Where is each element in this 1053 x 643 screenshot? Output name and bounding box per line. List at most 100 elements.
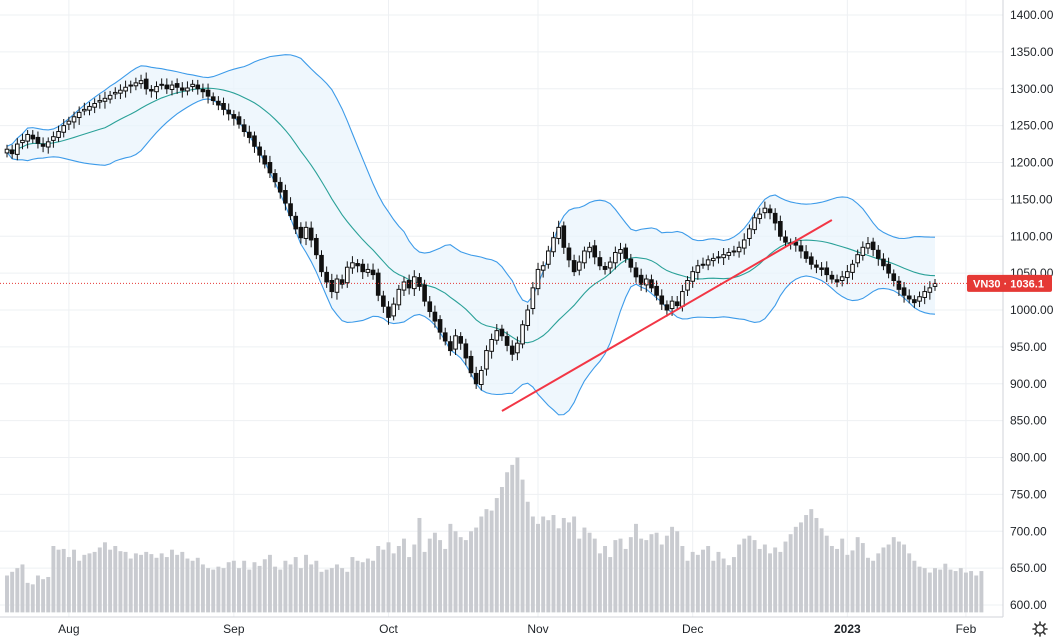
candle-down xyxy=(272,173,278,183)
candle-down xyxy=(906,295,912,300)
trendline[interactable] xyxy=(501,219,833,412)
candle-down xyxy=(35,136,41,144)
candle-up xyxy=(169,84,175,90)
volume-bar xyxy=(206,568,211,613)
volume-bar xyxy=(891,537,896,613)
volume-bar xyxy=(25,582,30,613)
candle-down xyxy=(375,272,381,296)
x-tick-label: Dec xyxy=(682,622,703,636)
volume-bar xyxy=(221,568,226,613)
candle-down xyxy=(164,84,170,90)
volume-bar xyxy=(773,547,778,613)
candle-up xyxy=(618,249,623,254)
candle-up xyxy=(133,82,139,87)
volume-bar xyxy=(933,568,937,613)
candle-down xyxy=(252,135,257,147)
candle-down xyxy=(262,155,268,165)
volume-bar xyxy=(659,544,664,613)
volume-bar xyxy=(46,576,51,613)
candle-up xyxy=(736,246,742,253)
candle-down xyxy=(226,109,232,115)
candle-up xyxy=(118,89,123,94)
x-tick-label: Nov xyxy=(527,622,548,636)
volume-bar xyxy=(489,510,494,613)
candle-down xyxy=(808,256,814,265)
time-axis[interactable]: AugSepOctNovDec2023FebMar xyxy=(58,622,1053,636)
volume-bar xyxy=(15,568,20,613)
volume-bar xyxy=(407,557,412,613)
volume-bar xyxy=(536,523,540,613)
volume-bar xyxy=(190,560,195,613)
volume-bar xyxy=(716,551,721,613)
volume-bar xyxy=(118,551,123,613)
y-tick-label: 1300.00 xyxy=(1010,82,1053,96)
volume-bar xyxy=(783,541,788,613)
candle-down xyxy=(355,263,360,267)
volume-bar xyxy=(530,516,535,613)
candle-down xyxy=(896,280,902,290)
candle-up xyxy=(185,87,190,92)
candle-up xyxy=(56,131,61,138)
volume-bar xyxy=(520,479,525,613)
candle-down xyxy=(881,258,886,267)
volume-bar xyxy=(943,563,948,613)
volume-bar xyxy=(731,557,736,613)
x-tick-label: Sep xyxy=(223,622,245,636)
volume-bar xyxy=(541,516,546,613)
volume-bar xyxy=(644,540,649,613)
candle-down xyxy=(793,241,799,246)
volume-bar xyxy=(448,523,453,613)
candle-up xyxy=(14,143,20,155)
volume-bar xyxy=(298,568,303,613)
candle-down xyxy=(216,100,221,106)
y-tick-label: 950.00 xyxy=(1010,340,1047,354)
volume-bar xyxy=(340,568,345,613)
volume-bar xyxy=(35,575,40,613)
candle-down xyxy=(778,221,783,237)
candle-up xyxy=(20,139,25,144)
candle-down xyxy=(257,146,262,156)
candle-up xyxy=(66,120,72,125)
volume-bar xyxy=(355,560,360,613)
volume-bar xyxy=(443,548,448,613)
candle-up xyxy=(716,256,721,259)
candle-down xyxy=(437,319,443,333)
volume-bar xyxy=(525,501,530,613)
candle-up xyxy=(546,250,551,265)
candle-up xyxy=(350,262,355,269)
candle-down xyxy=(623,247,628,259)
candle-up xyxy=(556,226,561,239)
candle-down xyxy=(179,87,185,91)
volume-bar xyxy=(252,562,257,613)
volume-bar xyxy=(10,571,15,613)
volume-bar xyxy=(113,546,118,613)
volume-bar xyxy=(257,565,262,613)
volume-bar xyxy=(453,531,458,613)
volume-bar xyxy=(752,540,757,613)
candle-up xyxy=(334,278,340,293)
candle-down xyxy=(386,306,391,318)
volume-bar xyxy=(159,553,164,613)
volume-bar xyxy=(360,562,365,613)
candle-down xyxy=(267,162,273,174)
volume-bar xyxy=(41,579,46,613)
settings-gear-icon[interactable] xyxy=(1032,621,1048,637)
price-axis[interactable]: 1400.00 1350.00 1300.00 1250.00 1200.00 1150.… xyxy=(1010,8,1053,612)
candle-up xyxy=(669,300,675,310)
y-tick-label: 650.00 xyxy=(1010,561,1047,575)
volume-bar xyxy=(499,487,504,613)
candle-down xyxy=(571,260,577,273)
candle-down xyxy=(314,237,319,256)
volume-bar xyxy=(273,566,278,613)
volume-bar xyxy=(350,557,355,613)
volume-bar xyxy=(845,554,850,613)
volume-bar xyxy=(231,560,236,613)
volume-bar xyxy=(381,549,386,613)
candle-down xyxy=(597,257,603,267)
candle-up xyxy=(685,280,690,291)
volume-bar xyxy=(726,565,731,613)
volume-bar xyxy=(56,549,61,613)
volume-bar xyxy=(742,538,747,613)
volume-bar xyxy=(613,540,618,613)
